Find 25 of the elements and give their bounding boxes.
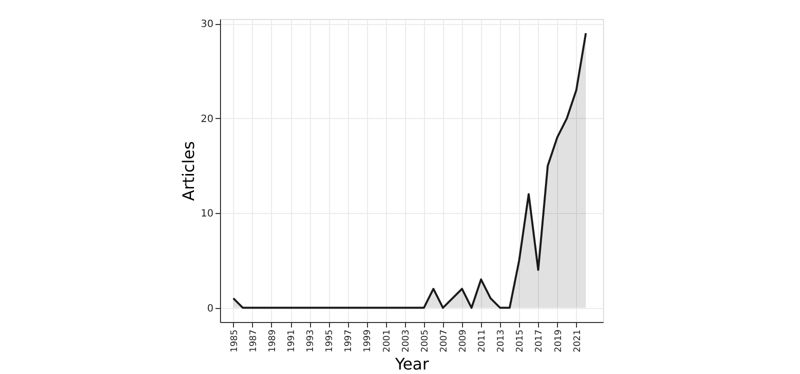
x-tick-label: 2019 [554, 329, 564, 352]
x-tick-label: 1991 [287, 330, 298, 352]
y-tick-label: 0 [207, 303, 214, 314]
x-tick-label: 2017 [534, 330, 545, 352]
x-tick-label: 1997 [344, 330, 354, 352]
x-tick-label: 1985 [230, 330, 240, 352]
y-tick-label: 20 [200, 114, 214, 125]
x-tick-label: 2005 [420, 330, 430, 352]
x-tick-label: 1995 [325, 330, 336, 352]
x-tick-label: 2021 [572, 330, 583, 352]
x-tick-label: 1999 [363, 329, 374, 352]
x-tick-label: 2013 [496, 330, 507, 352]
x-tick-label: 1993 [306, 330, 316, 352]
x-tick-label: 2003 [401, 330, 412, 352]
x-tick-label: 2001 [382, 330, 392, 352]
x-tick-label: 2009 [458, 329, 468, 352]
y-tick-label: 30 [200, 19, 214, 30]
x-tick-label: 1989 [268, 329, 278, 352]
x-tick-label: 2007 [439, 330, 450, 352]
y-axis-title: Articles [178, 141, 198, 201]
x-axis-title: Year [394, 354, 430, 374]
x-tick-label: 2015 [516, 330, 526, 352]
y-tick-label: 10 [200, 208, 214, 220]
x-tick-label: 1987 [248, 330, 259, 352]
x-tick-label: 2011 [478, 330, 488, 352]
